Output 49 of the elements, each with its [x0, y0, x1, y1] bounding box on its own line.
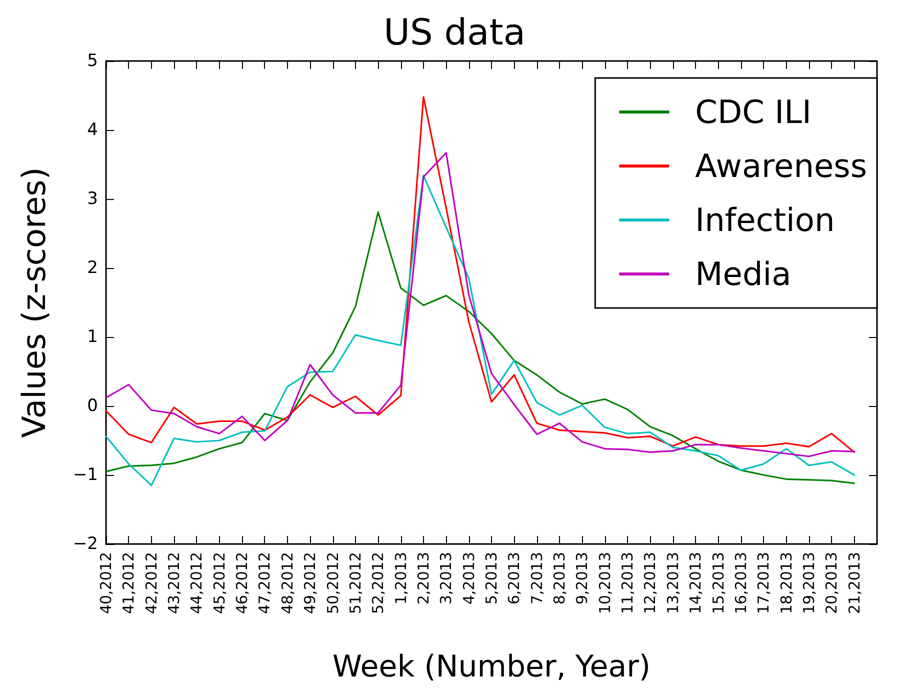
x-tick-label: 52,2012	[369, 552, 388, 614]
x-tick-label: 47,2012	[256, 552, 274, 614]
x-tick-label: 1,2013	[392, 552, 410, 604]
x-tick-label: 45,2012	[210, 552, 228, 614]
x-tick-label: 8,2013	[550, 552, 569, 604]
x-tick-label: 14,2013	[686, 552, 705, 614]
x-tick-label: 51,2012	[346, 552, 364, 614]
x-tick-label: 42,2012	[142, 552, 160, 614]
chart-title: US data	[384, 12, 526, 54]
x-tick-label: 41,2012	[120, 552, 138, 614]
x-tick-label: 50,2012	[324, 552, 342, 614]
x-tick-label: 18,2013	[777, 552, 796, 614]
x-tick-label: 12,2013	[641, 552, 660, 614]
x-tick-label: 40,2012	[97, 552, 115, 614]
x-tick-label: 19,2013	[800, 552, 818, 614]
legend-label: CDC ILI	[695, 93, 812, 131]
x-tick-label: 16,2013	[732, 552, 750, 614]
x-tick-label: 15,2013	[709, 552, 728, 614]
y-tick-label: −2	[72, 534, 98, 554]
x-tick-label: 43,2012	[165, 552, 184, 614]
legend-label: Awareness	[695, 147, 867, 185]
x-tick-label: 6,2013	[505, 552, 524, 604]
x-tick-label: 9,2013	[573, 552, 592, 604]
x-tick-label: 10,2013	[596, 552, 614, 614]
x-tick-label: 7,2013	[528, 552, 546, 604]
x-tick-label: 17,2013	[754, 552, 773, 614]
x-tick-label: 46,2012	[233, 552, 252, 614]
y-tick-label: 3	[87, 189, 98, 209]
y-tick-label: 2	[87, 258, 98, 278]
x-tick-label: 11,2013	[618, 552, 637, 614]
x-tick-label: 49,2012	[301, 552, 320, 614]
y-axis-title: Values (z-scores)	[15, 167, 53, 438]
y-tick-label: 1	[87, 327, 98, 347]
x-tick-label: 3,2013	[437, 552, 456, 604]
x-tick-label: 21,2013	[845, 552, 864, 614]
y-tick-label: −1	[72, 465, 98, 485]
x-tick-label: 5,2013	[482, 552, 500, 604]
legend-label: Infection	[695, 201, 835, 239]
x-tick-label: 2,2013	[414, 552, 432, 604]
x-tick-label: 44,2012	[188, 552, 206, 614]
y-tick-label: 4	[87, 120, 98, 140]
legend-label: Media	[695, 255, 792, 293]
x-axis-title: Week (Number, Year)	[332, 650, 651, 684]
x-tick-label: 4,2013	[460, 552, 478, 604]
y-tick-label: 0	[87, 396, 98, 416]
x-tick-label: 20,2013	[822, 552, 841, 614]
x-tick-label: 48,2012	[278, 552, 296, 614]
y-tick-label: 5	[87, 51, 98, 71]
x-tick-label: 13,2013	[664, 552, 682, 614]
